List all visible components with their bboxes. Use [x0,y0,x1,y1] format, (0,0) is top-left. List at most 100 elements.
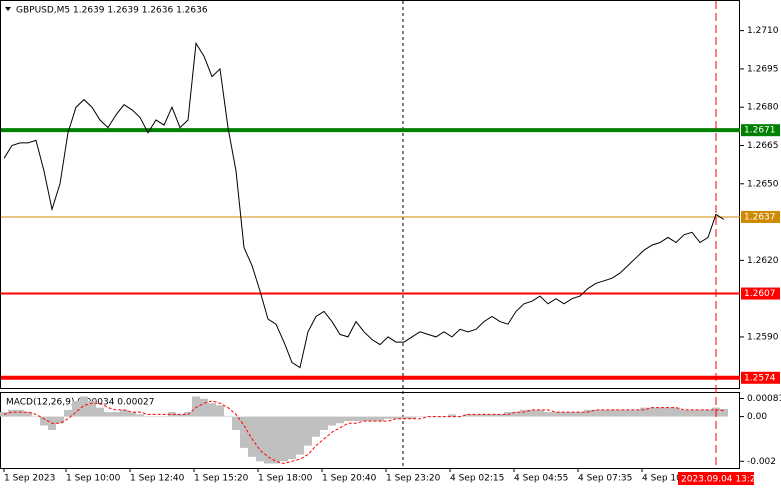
level-label: 1.2671 [744,126,776,136]
macd-bar [640,407,648,417]
y-tick-label: 1.2710 [747,26,779,36]
macd-bar [272,416,280,464]
macd-bar [176,414,184,417]
macd-bar [576,412,584,417]
macd-y-tick-label: 0.00 [747,412,767,422]
x-tick-label: 1 Sep 23:20 [386,474,441,484]
macd-bar [200,398,208,417]
macd-bar [112,412,120,417]
x-tick-label: 4 Sep 04:55 [514,474,568,484]
macd-bar [592,409,600,417]
level-label: 1.2607 [744,289,776,299]
x-tick-label: 1 Sep 12:40 [130,474,185,484]
macd-bar [280,416,288,462]
level-label: 1.2574 [744,373,776,383]
macd-bar [584,409,592,417]
macd-bar [264,416,272,464]
macd-bar [312,416,320,437]
macd-signal-line [3,400,725,465]
main-panel [0,0,740,389]
macd-bar [688,409,696,417]
y-tick-label: 1.2650 [747,179,779,189]
macd-bar [160,416,168,418]
macd-bar [520,409,528,417]
macd-bar [104,412,112,417]
macd-bar [624,409,632,417]
macd-bar [72,400,80,417]
macd-bar [616,409,624,417]
x-tick-label: 1 Sep 15:20 [194,474,249,484]
macd-bar [40,416,48,426]
macd-bar [672,407,680,417]
macd-bar [648,407,656,417]
macd-bar [320,416,328,430]
macd-bar [64,409,72,417]
macd-bar [720,408,728,417]
macd-bar [696,409,704,417]
cursor-label: 2023.09.04 13:20 [681,475,762,485]
level-label-bg [741,210,780,223]
macd-bar [152,416,160,418]
macd-bar [240,416,248,448]
macd-bar [680,409,688,417]
macd-bar [448,414,456,417]
macd-bar [88,400,96,417]
macd-bar [8,409,16,417]
macd-bar [512,412,520,417]
macd-bar [224,416,232,418]
macd-bar [16,409,24,417]
macd-bar [360,416,368,422]
macd-bar [304,416,312,446]
macd-bar [544,412,552,417]
macd-bar [384,416,392,419]
level-label-bg [741,124,780,137]
macd-bar [392,416,400,419]
macd-bar [416,416,424,418]
macd-bar [408,416,416,419]
macd-bar [560,412,568,417]
chart-title: GBPUSD,M5 1.2639 1.2639 1.2636 1.2636 [16,6,208,16]
macd-bar [128,412,136,417]
menu-arrow [5,7,11,11]
level-label: 1.2637 [744,212,776,222]
level-label-bg [741,287,780,300]
x-tick-label: 4 Sep 02:15 [450,474,504,484]
macd-bar [144,416,152,418]
macd-bar [336,416,344,424]
x-tick-label: 1 Sep 18:00 [258,474,313,484]
y-tick-label: 1.2620 [747,256,779,266]
y-tick-label: 1.2680 [747,103,779,113]
macd-bar [168,412,176,417]
macd-bar [192,396,200,417]
x-tick-label: 1 Sep 10:00 [66,474,121,484]
macd-bar [656,407,664,417]
macd-bar [608,409,616,417]
macd-bar [432,416,440,418]
macd-bar [256,416,264,462]
macd-bar [376,416,384,422]
macd-bar [24,412,32,417]
level-label-bg [741,371,780,384]
macd-bar [328,416,336,426]
macd-bar [632,409,640,417]
y-tick-label: 1.2665 [747,141,779,151]
macd-bar [472,414,480,417]
x-tick-label: 1 Sep 20:40 [322,474,377,484]
x-tick-label: 1 Sep 2023 [4,474,55,484]
macd-y-tick-label: 0.00081 [747,394,781,404]
macd-bar [704,409,712,417]
macd-bar [216,405,224,417]
macd-bar [480,414,488,417]
macd-bar [208,403,216,417]
macd-bar [32,416,40,418]
macd-bar [536,409,544,417]
macd-panel [0,392,740,469]
macd-bar [600,409,608,417]
macd-bar [248,416,256,457]
macd-bar [120,409,128,417]
macd-bar [400,416,408,419]
x-tick-label: 4 Sep 10:15 [642,474,696,484]
macd-bar [80,396,88,417]
cursor-label-bg [678,472,754,485]
